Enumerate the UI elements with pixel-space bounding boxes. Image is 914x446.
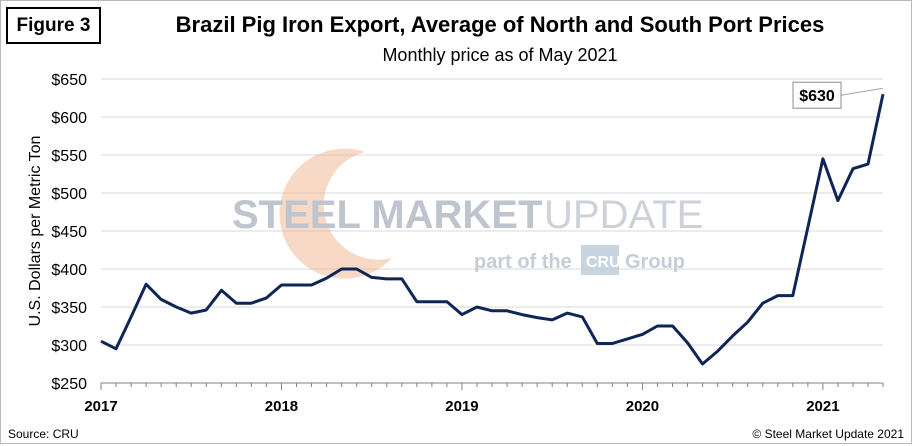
series-line (100, 93, 885, 366)
watermark-brand-thin: UPDATE (544, 193, 703, 237)
y-tick-label: $550 (51, 148, 87, 165)
figure-label: Figure 3 (6, 7, 101, 44)
x-tick-label: 2020 (626, 398, 659, 415)
copyright-note: © Steel Market Update 2021 (752, 427, 904, 441)
watermark-crescent-icon (279, 148, 392, 279)
gridlines (101, 78, 883, 346)
callout-label: $630 (799, 88, 835, 105)
callout-box (792, 81, 842, 109)
y-tick-label: $300 (51, 338, 87, 355)
y-tick-label: $250 (51, 376, 87, 393)
watermark-tagline-suffix: Group (625, 251, 685, 273)
y-axis: $250 $300 $350 $400 $450 $500 $550 $600 $650 (51, 72, 87, 393)
x-axis: 2017 2018 2019 2020 2021 (84, 382, 884, 415)
value-callout: $630 (792, 81, 884, 109)
x-tick-label: 2021 (806, 398, 839, 415)
x-tick-label: 2019 (445, 398, 478, 415)
callout-leader (840, 87, 884, 96)
watermark: STEEL MARKET UPDATE part of the CRU Grou… (232, 148, 703, 279)
y-tick-label: $500 (51, 186, 87, 203)
y-tick-label: $650 (51, 72, 87, 89)
x-tick-label: 2017 (84, 398, 117, 415)
x-tick-label: 2018 (265, 398, 298, 415)
source-note: Source: CRU (8, 427, 79, 441)
watermark-brand-bold: STEEL MARKET (232, 193, 542, 237)
y-axis-label: U.S. Dollars per Metric Ton (27, 136, 44, 327)
watermark-cru-badge (581, 245, 619, 275)
watermark-cru-text: CRU (586, 254, 621, 271)
y-tick-label: $450 (51, 224, 87, 241)
y-tick-label: $600 (51, 110, 87, 127)
chart-title: Brazil Pig Iron Export, Average of North… (175, 12, 825, 37)
watermark-tagline-prefix: part of the (474, 251, 572, 273)
chart-subtitle: Monthly price as of May 2021 (382, 45, 618, 65)
y-tick-label: $400 (51, 262, 87, 279)
y-tick-label: $350 (51, 300, 87, 317)
